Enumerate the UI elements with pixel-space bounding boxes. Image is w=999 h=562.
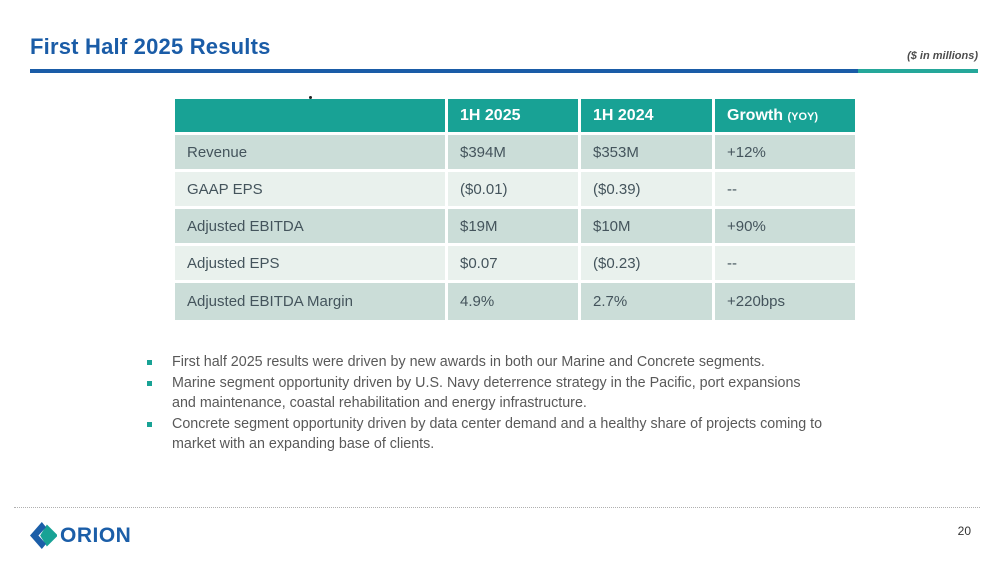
growth-yoy-label: (YOY) — [787, 110, 819, 123]
table-row: Adjusted EPS $0.07 ($0.23) -- — [175, 246, 855, 283]
cell-growth: +12% — [715, 135, 855, 172]
row-label: GAAP EPS — [175, 172, 448, 209]
footer-divider — [14, 507, 980, 508]
list-item: Marine segment opportunity driven by U.S… — [147, 373, 827, 413]
cell-1h-2024: 2.7% — [581, 283, 715, 320]
bullet-square-icon — [147, 360, 152, 365]
orion-diamond-icon — [30, 522, 57, 549]
row-label: Adjusted EBITDA — [175, 209, 448, 246]
cell-1h-2025: 4.9% — [448, 283, 581, 320]
bullet-list: First half 2025 results were driven by n… — [147, 352, 827, 455]
cell-growth: -- — [715, 172, 855, 209]
table-row: Adjusted EBITDA Margin 4.9% 2.7% +220bps — [175, 283, 855, 320]
header-cell-metric — [175, 99, 448, 135]
cell-1h-2025: $19M — [448, 209, 581, 246]
header-cell-growth: Growth (YOY) — [715, 99, 855, 135]
table-row: Adjusted EBITDA $19M $10M +90% — [175, 209, 855, 246]
cell-growth: +220bps — [715, 283, 855, 320]
cell-1h-2024: ($0.39) — [581, 172, 715, 209]
bullet-text: Marine segment opportunity driven by U.S… — [172, 375, 801, 411]
row-label: Adjusted EBITDA Margin — [175, 283, 448, 320]
cell-1h-2024: ($0.23) — [581, 246, 715, 283]
slide-title: First Half 2025 Results — [30, 34, 271, 59]
units-note: ($ in millions) — [907, 50, 978, 62]
orion-logo: ORION — [30, 522, 131, 549]
financial-results-table: 1H 2025 1H 2024 Growth (YOY) Revenue $39… — [175, 99, 855, 320]
row-label: Adjusted EPS — [175, 246, 448, 283]
cell-growth: -- — [715, 246, 855, 283]
title-divider-teal-segment — [858, 69, 978, 73]
list-item: First half 2025 results were driven by n… — [147, 352, 827, 372]
title-divider-blue-segment — [30, 69, 858, 73]
bullet-square-icon — [147, 381, 152, 386]
cell-1h-2025: $394M — [448, 135, 581, 172]
bullet-text: First half 2025 results were driven by n… — [172, 354, 765, 370]
list-item: Concrete segment opportunity driven by d… — [147, 414, 827, 454]
cell-1h-2025: ($0.01) — [448, 172, 581, 209]
table-header-row: 1H 2025 1H 2024 Growth (YOY) — [175, 99, 855, 135]
header-cell-1h-2025: 1H 2025 — [448, 99, 581, 135]
orion-logo-text: ORION — [60, 523, 132, 547]
table-row: GAAP EPS ($0.01) ($0.39) -- — [175, 172, 855, 209]
row-label: Revenue — [175, 135, 448, 172]
growth-label: Growth — [727, 106, 783, 124]
title-divider — [30, 69, 978, 73]
cell-growth: +90% — [715, 209, 855, 246]
header-cell-1h-2024: 1H 2024 — [581, 99, 715, 135]
cell-1h-2024: $353M — [581, 135, 715, 172]
stray-dot — [309, 96, 312, 99]
cell-1h-2024: $10M — [581, 209, 715, 246]
table-row: Revenue $394M $353M +12% — [175, 135, 855, 172]
page-number: 20 — [957, 524, 971, 538]
cell-1h-2025: $0.07 — [448, 246, 581, 283]
bullet-text: Concrete segment opportunity driven by d… — [172, 416, 823, 452]
bullet-square-icon — [147, 422, 152, 427]
